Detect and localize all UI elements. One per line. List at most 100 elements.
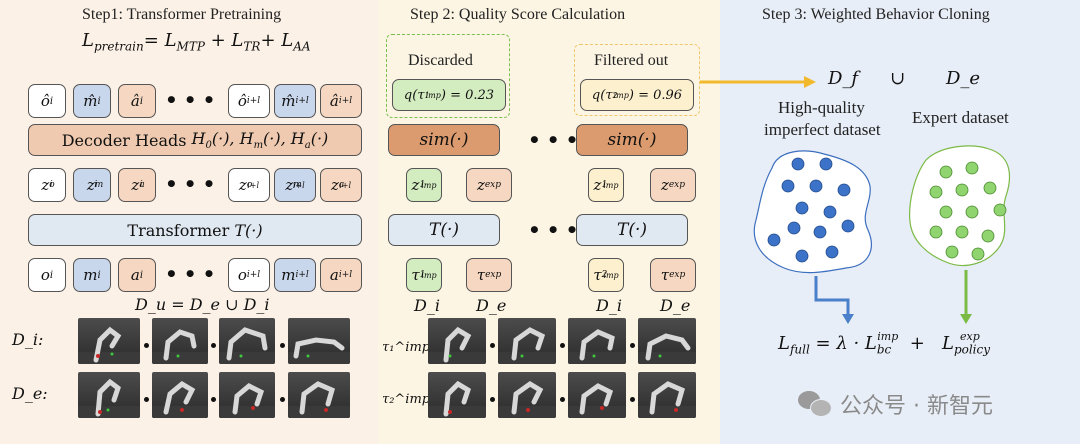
sim-block-left: sim(·) [388,124,500,156]
hq-label-line2: imperfect dataset [764,120,881,139]
dataset-label-di: D_i [596,296,622,315]
watermark: 公众号 · 新智元 [798,388,993,420]
data-point [823,205,837,219]
robot-frame [428,318,486,364]
sim-block-right: sim(·) [576,124,688,156]
step2-title: Step 2: Quality Score Calculation [410,6,626,23]
data-point [929,225,943,239]
data-point [929,185,943,199]
pretrain-loss: Lpretrain= LMTP + LTR+ LAA [82,30,311,54]
data-point [767,233,781,247]
data-point [809,179,823,193]
step3-panel: Step 3: Weighted Behavior Cloning D_f ∪ … [720,0,1080,444]
robot-frame [78,318,140,364]
filtered-group [574,44,700,116]
filtered-dataset-symbol: D_f [828,68,859,89]
row-label-tau2: τ₂^imp: [382,392,435,407]
data-point [791,157,805,171]
bullet [280,397,285,402]
latent-z-a-next: z a i+l [320,168,362,202]
discarded-group [386,34,510,118]
data-point [837,183,851,197]
data-point [825,245,839,259]
robot-frame [152,318,208,364]
hq-arrow-head [842,314,854,324]
token-a-hat-next: â i+l [320,84,362,118]
robot-frame [498,372,556,418]
robot-frame [428,372,486,418]
row-label-tau1: τ₁^imp: [382,340,435,355]
discarded-label: Discarded [408,52,473,69]
data-point [841,219,855,233]
data-point [939,165,953,179]
score-box-discarded: q(τ 1 imp) = 0.23 [392,79,506,111]
latent-z-m-next: z m i+l [274,168,316,202]
hq-dataset-blob [753,150,872,274]
data-point [971,247,985,261]
input-a-next: a i+l [320,258,362,292]
row-label-imperfect: D_i: [12,330,44,349]
decoder-heads: Decoder Heads H0(·), Hm(·), Ha(·) [28,124,362,156]
robot-frame [498,318,556,364]
robot-frame [568,372,626,418]
bullet [490,343,495,348]
hq-arrow [814,276,850,316]
data-point [945,245,959,259]
watermark-text: 公众号 · 新智元 [840,394,993,419]
union-symbol: ∪ [890,68,906,89]
bullet [560,397,565,402]
bullet [144,343,149,348]
expert-dataset-blob [909,145,1011,267]
bullet [630,397,635,402]
bullet [560,343,565,348]
data-point [955,225,969,239]
full-loss: Lfull = λ · Lbcimp + Lpolicyexp [778,330,991,357]
row-label-expert: D_e: [12,384,48,403]
ellipsis: ••• [165,262,222,286]
hq-label-line1: High-quality [778,98,865,117]
score-box-filtered: q(τ 2 imp) = 0.96 [580,79,694,111]
wechat-icon [798,391,832,417]
input-o-next: o i+l [228,258,270,292]
transformer-left: T(·) [388,214,500,246]
ellipsis: ••• [528,218,585,242]
ellipsis: ••• [528,128,585,152]
green-points [929,161,1007,261]
latent-z-o-next: z o i+l [228,168,270,202]
data-point [983,181,997,195]
data-point [813,225,827,239]
z1-imp-left: z 1 imp [406,168,442,202]
robot-frame [638,372,696,418]
token-o-hat-next: ô i+l [228,84,270,118]
expert-label: Expert dataset [912,108,1009,127]
robot-frame [219,318,275,364]
bullet [144,397,149,402]
step1-title: Step1: Transformer Pretraining [82,6,282,23]
dataset-union-formula: D_u = D_e ∪ D_i [135,295,270,314]
ellipsis: ••• [165,88,222,112]
expert-dataset-symbol: D_e [946,68,981,89]
robot-frame [288,318,350,364]
data-point [939,205,953,219]
data-point [787,221,801,235]
bullet [211,343,216,348]
bullet [280,343,285,348]
token-m-hat: m̂ i [73,84,111,118]
filtered-label: Filtered out [594,52,669,69]
blue-points [767,157,855,263]
z-exp-right: z exp [650,168,696,202]
dataset-label-di: D_i [414,296,440,315]
data-point [955,183,969,197]
bullet [630,343,635,348]
dataset-label-de: D_e [476,296,507,315]
tau1-imp-left: τ 1 imp [406,258,442,292]
tau-exp-right: τ exp [650,258,696,292]
